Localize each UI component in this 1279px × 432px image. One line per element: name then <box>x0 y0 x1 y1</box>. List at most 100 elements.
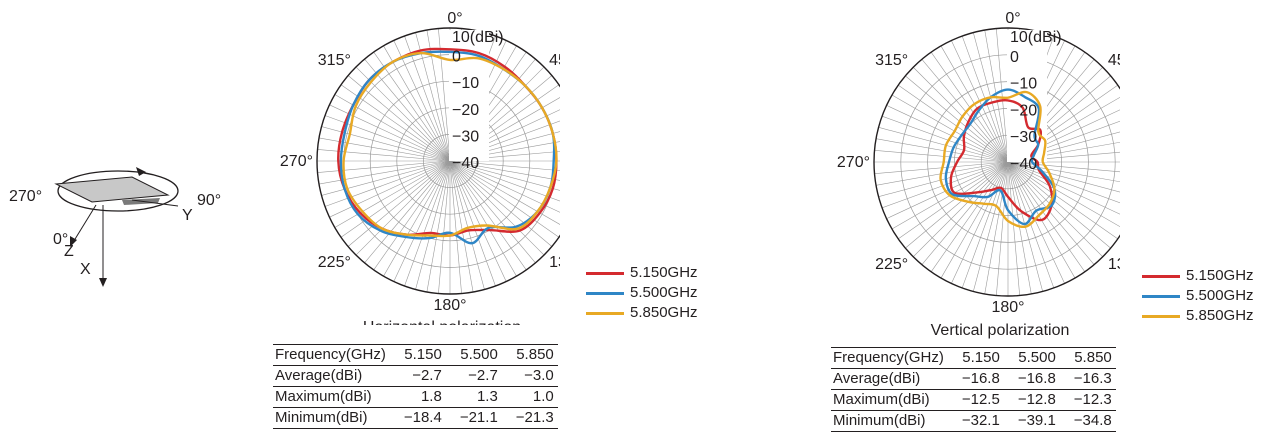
table-cell: Maximum(dBi) <box>831 389 948 411</box>
grid-spoke <box>449 160 474 293</box>
legend-swatch <box>1142 315 1180 318</box>
table-row: Minimum(dBi) −32.1 −39.1 −34.8 <box>831 410 1116 432</box>
grid-spoke <box>1007 161 1120 173</box>
legend-swatch <box>586 272 624 275</box>
horizontal-legend: 5.150GHz 5.500GHz 5.850GHz <box>586 262 716 324</box>
table-cell: −18.4 <box>389 407 446 429</box>
orientation-270-label: 270° <box>9 188 42 205</box>
table-cell: −32.1 <box>947 410 1004 432</box>
angle-label: 0° <box>447 10 462 27</box>
grid-spoke <box>905 75 1009 163</box>
table-header-cell: Frequency(GHz) <box>273 344 390 366</box>
angle-label: 270° <box>837 154 870 171</box>
grid-spoke <box>881 115 1009 163</box>
angle-label: 315° <box>318 52 351 69</box>
grid-spoke <box>1007 161 1032 295</box>
grid-ring <box>316 27 560 295</box>
grid-spoke <box>321 160 451 196</box>
radial-tick-label: −10 <box>1010 76 1037 93</box>
table-header-cell: 5.850 <box>1059 347 1116 369</box>
table-cell: −16.3 <box>1059 368 1116 390</box>
series-line <box>342 51 558 238</box>
vertical-gain-table: Frequency(GHz) 5.150 5.500 5.850 Average… <box>831 347 1116 432</box>
legend-label: 5.500GHz <box>1186 287 1254 304</box>
table-cell: −2.7 <box>445 365 502 387</box>
horizontal-polarization-chart: 10(dBi)0−10−20−30−400°45°90°135°180°225°… <box>280 10 560 325</box>
table-header-cell: 5.150 <box>389 344 446 366</box>
table-cell: Average(dBi) <box>831 368 948 390</box>
table-header-row: Frequency(GHz) 5.150 5.500 5.850 <box>831 347 1116 369</box>
grid-spoke <box>886 161 1009 219</box>
series-line <box>939 90 1056 229</box>
table-cell: 1.0 <box>501 386 558 408</box>
device-board <box>54 176 170 203</box>
table-cell: −12.8 <box>1003 389 1060 411</box>
table-header-row: Frequency(GHz) 5.150 5.500 5.850 <box>273 344 558 366</box>
grid-spoke <box>449 160 560 191</box>
table-header-cell: 5.500 <box>445 344 502 366</box>
axis-z-line <box>71 204 97 245</box>
grid-spoke <box>1007 161 1020 296</box>
angle-label: 315° <box>875 52 908 69</box>
angle-label: 135° <box>549 254 560 271</box>
table-cell: −21.1 <box>445 407 502 429</box>
grid-spoke <box>438 160 451 294</box>
grid-spoke <box>875 138 1009 163</box>
grid-spoke <box>324 160 451 207</box>
table-cell: −12.3 <box>1059 389 1116 411</box>
grid-spoke <box>383 45 451 162</box>
grid-spoke <box>1007 161 1120 183</box>
grid-spoke <box>1007 161 1120 228</box>
axis-y-label: Y <box>182 207 193 224</box>
grid-spoke <box>449 160 560 225</box>
axis-x-arrow-icon <box>99 278 107 287</box>
table-cell: 1.8 <box>389 386 446 408</box>
grid-spoke <box>1007 161 1120 204</box>
axis-z-label: Z <box>64 243 74 260</box>
grid-spoke <box>393 40 451 162</box>
grid-spoke <box>449 160 545 256</box>
table-row: Average(dBi) −2.7 −2.7 −3.0 <box>273 365 558 387</box>
grid-spoke <box>905 161 1009 249</box>
grid-spoke <box>340 160 451 238</box>
radial-tick-label: 0 <box>452 49 461 66</box>
grid-spoke <box>996 161 1009 296</box>
grid-spoke <box>940 161 1009 279</box>
radial-tick-label: −40 <box>1010 156 1037 173</box>
table-row: Maximum(dBi) −12.5 −12.8 −12.3 <box>831 389 1116 411</box>
angle-label: 270° <box>280 153 313 170</box>
grid-spoke <box>449 160 560 202</box>
grid-spoke <box>1007 161 1120 193</box>
angle-label: 45° <box>1108 52 1120 69</box>
radial-tick-label: −30 <box>452 128 479 145</box>
grid-spoke <box>951 161 1009 284</box>
grid-spoke <box>364 160 451 264</box>
axis-z-arrow-icon <box>70 236 77 247</box>
radial-tick-label: −20 <box>1010 102 1037 119</box>
grid-spoke <box>449 160 507 282</box>
grid-spoke <box>393 160 451 282</box>
chart-title: Horizontal polarization <box>363 319 521 325</box>
grid-spoke <box>383 160 451 277</box>
grid-spoke <box>1007 161 1120 215</box>
grid-spoke <box>1007 161 1111 249</box>
radial-tick-label: −40 <box>452 155 479 172</box>
grid-spoke <box>1007 161 1118 240</box>
legend-label: 5.150GHz <box>630 264 698 281</box>
grid-spoke <box>404 35 451 162</box>
grid-spoke <box>1007 161 1065 284</box>
table-row: Minimum(dBi) −18.4 −21.1 −21.3 <box>273 407 558 429</box>
table-cell: −3.0 <box>501 365 558 387</box>
table-row: Maximum(dBi) 1.8 1.3 1.0 <box>273 386 558 408</box>
grid-spoke <box>364 58 451 162</box>
radial-tick-label: −30 <box>1010 129 1037 146</box>
grid-spoke <box>449 160 560 171</box>
grid-spoke <box>898 84 1009 163</box>
grid-spoke <box>449 160 527 271</box>
axis-y-line <box>131 199 179 207</box>
legend-swatch <box>1142 275 1180 278</box>
angle-label: 0° <box>1005 10 1020 27</box>
table-cell: −2.7 <box>389 365 446 387</box>
legend-label: 5.150GHz <box>1186 267 1254 284</box>
grid-spoke <box>449 160 560 238</box>
